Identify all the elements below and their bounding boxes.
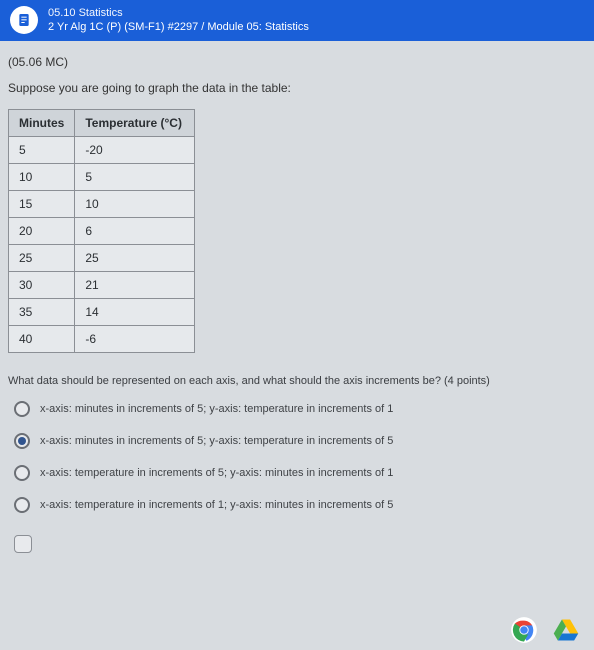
table-cell: 21 [75, 271, 195, 298]
table-row: 105 [9, 163, 195, 190]
table-row: 2525 [9, 244, 195, 271]
question-text: What data should be represented on each … [8, 375, 586, 387]
document-icon [10, 6, 38, 34]
table-row: 3021 [9, 271, 195, 298]
table-cell: 10 [9, 163, 75, 190]
table-header: Temperature (°C) [75, 109, 195, 136]
drive-icon[interactable] [552, 616, 580, 644]
table-cell: 40 [9, 325, 75, 352]
table-row: 3514 [9, 298, 195, 325]
answer-option[interactable]: x-axis: minutes in increments of 5; y-ax… [14, 433, 586, 449]
table-row: 206 [9, 217, 195, 244]
radio-button[interactable] [14, 433, 30, 449]
answer-option[interactable]: x-axis: temperature in increments of 5; … [14, 465, 586, 481]
course-header: 05.10 Statistics 2 Yr Alg 1C (P) (SM-F1)… [0, 0, 594, 41]
extra-button[interactable] [14, 535, 32, 553]
table-cell: 14 [75, 298, 195, 325]
table-cell: 5 [9, 136, 75, 163]
table-cell: 25 [75, 244, 195, 271]
radio-button[interactable] [14, 497, 30, 513]
table-cell: 10 [75, 190, 195, 217]
question-content: (05.06 MC) Suppose you are going to grap… [0, 41, 594, 561]
option-text: x-axis: temperature in increments of 5; … [40, 467, 393, 479]
table-cell: 35 [9, 298, 75, 325]
table-cell: 20 [9, 217, 75, 244]
table-cell: -6 [75, 325, 195, 352]
table-row: 5-20 [9, 136, 195, 163]
table-cell: -20 [75, 136, 195, 163]
header-text: 05.10 Statistics 2 Yr Alg 1C (P) (SM-F1)… [48, 6, 309, 35]
options-group: x-axis: minutes in increments of 5; y-ax… [14, 401, 586, 513]
table-row: 1510 [9, 190, 195, 217]
answer-option[interactable]: x-axis: minutes in increments of 5; y-ax… [14, 401, 586, 417]
table-cell: 15 [9, 190, 75, 217]
radio-button[interactable] [14, 465, 30, 481]
data-table: Minutes Temperature (°C) 5-2010515102062… [8, 109, 195, 353]
table-cell: 5 [75, 163, 195, 190]
table-row: 40-6 [9, 325, 195, 352]
taskbar-icons [510, 616, 580, 644]
table-body: 5-20105151020625253021351440-6 [9, 136, 195, 352]
answer-option[interactable]: x-axis: temperature in increments of 1; … [14, 497, 586, 513]
table-cell: 25 [9, 244, 75, 271]
option-text: x-axis: minutes in increments of 5; y-ax… [40, 435, 393, 447]
chrome-icon[interactable] [510, 616, 538, 644]
question-id: (05.06 MC) [8, 55, 586, 69]
radio-button[interactable] [14, 401, 30, 417]
question-prompt: Suppose you are going to graph the data … [8, 81, 586, 95]
header-subtitle: 2 Yr Alg 1C (P) (SM-F1) #2297 / Module 0… [48, 20, 309, 34]
header-title: 05.10 Statistics [48, 6, 309, 20]
table-cell: 6 [75, 217, 195, 244]
option-text: x-axis: temperature in increments of 1; … [40, 499, 393, 511]
option-text: x-axis: minutes in increments of 5; y-ax… [40, 403, 393, 415]
table-header: Minutes [9, 109, 75, 136]
table-cell: 30 [9, 271, 75, 298]
